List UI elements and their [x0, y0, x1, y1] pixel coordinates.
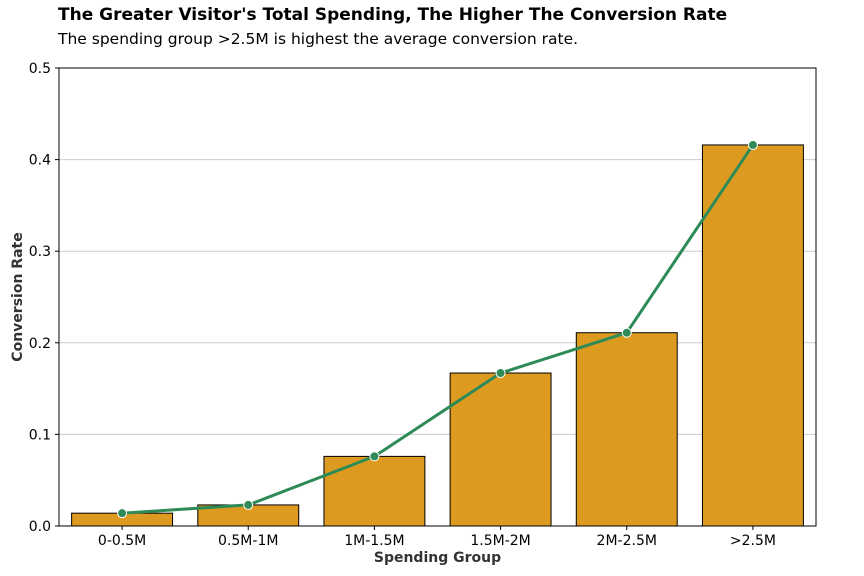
- line-point: [495, 368, 506, 379]
- grid-lines: [59, 159, 816, 435]
- line-point: [369, 451, 380, 462]
- x-tick-label: 0-0.5M: [98, 533, 146, 549]
- line-point: [243, 499, 254, 510]
- x-tick-label: 1M-1.5M: [344, 533, 404, 549]
- y-tick-label: 0.4: [29, 153, 51, 169]
- conversion-line-series: [120, 143, 755, 515]
- line-point: [117, 508, 128, 519]
- line-point: [621, 327, 632, 338]
- bar: [323, 455, 426, 527]
- bar: [701, 144, 804, 527]
- y-axis-ticks: 0.0 0.1 0.2 0.3 0.4 0.5: [29, 61, 59, 535]
- y-tick-label: 0.1: [29, 427, 51, 443]
- y-tick-label: 0.0: [29, 519, 51, 535]
- chart-title: The Greater Visitor's Total Spending, Th…: [58, 5, 728, 25]
- y-tick-label: 0.5: [29, 61, 51, 77]
- bar: [575, 332, 678, 527]
- y-tick-label: 0.3: [29, 244, 51, 260]
- x-tick-label: >2.5M: [730, 533, 776, 549]
- x-axis-ticks: 0-0.5M 0.5M-1M 1M-1.5M 1.5M-2M 2M-2.5M >2.5M: [98, 526, 776, 549]
- conversion-line: [120, 143, 755, 515]
- chart-subtitle: The spending group >2.5M is highest the …: [58, 30, 579, 48]
- x-tick-label: 0.5M-1M: [218, 533, 278, 549]
- line-point: [747, 139, 758, 150]
- y-axis-label: Conversion Rate: [10, 232, 26, 361]
- y-tick-label: 0.2: [29, 336, 51, 352]
- plot-frame: [58, 67, 817, 527]
- x-tick-label: 2M-2.5M: [597, 533, 657, 549]
- line-points: [117, 139, 758, 519]
- x-tick-label: 1.5M-2M: [470, 533, 530, 549]
- x-axis-label: Spending Group: [374, 550, 501, 566]
- bars: [71, 144, 804, 527]
